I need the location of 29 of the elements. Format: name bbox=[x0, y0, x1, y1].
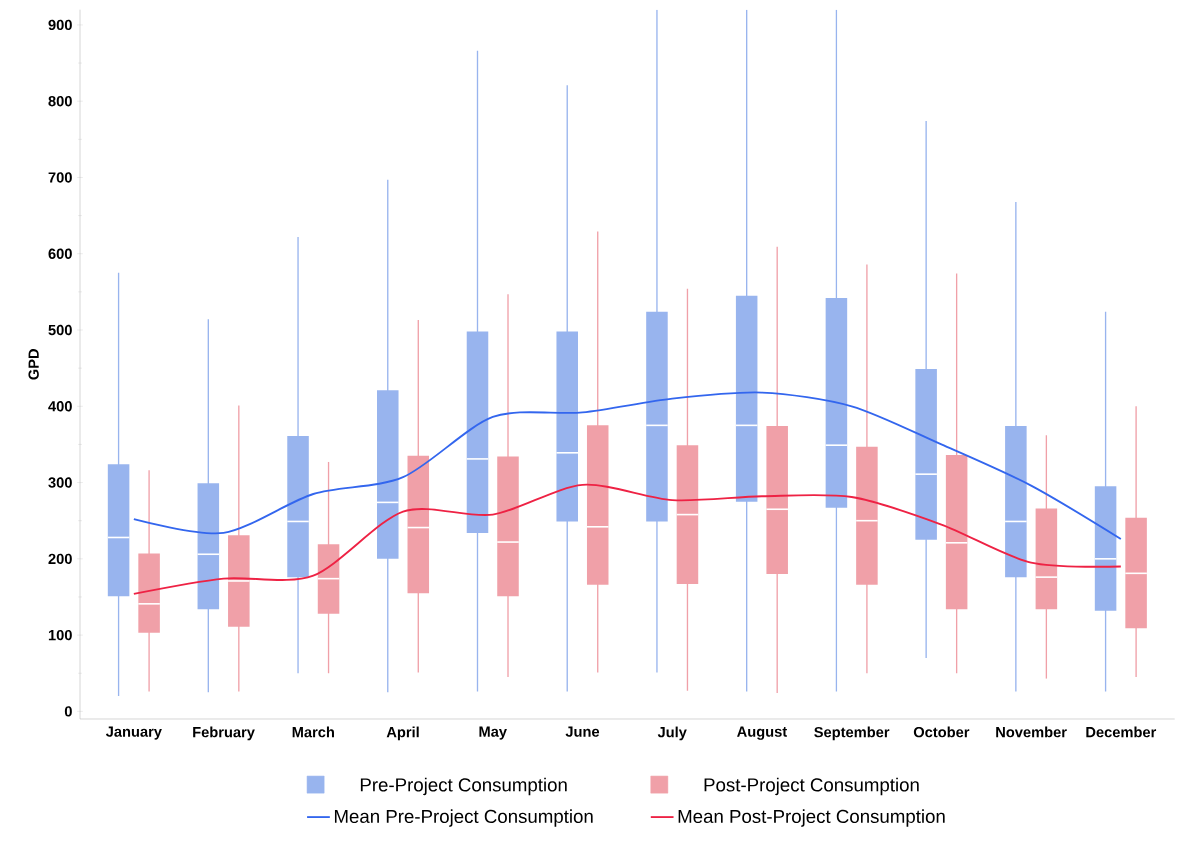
y-tick-label: 500 bbox=[48, 324, 72, 336]
x-tick-label: May bbox=[479, 726, 507, 740]
y-axis-title: GPD bbox=[28, 349, 39, 380]
y-tick-label: 0 bbox=[64, 706, 72, 717]
x-tick-label: August bbox=[737, 726, 788, 740]
y-tick-label: 600 bbox=[48, 248, 72, 259]
y-tick-label: 700 bbox=[48, 172, 72, 183]
y-tick-label: 900 bbox=[48, 19, 72, 31]
x-tick-label: February bbox=[193, 726, 255, 741]
line-series bbox=[132, 391, 1122, 540]
y-tick-label: 400 bbox=[48, 401, 72, 412]
x-tick-label: April bbox=[386, 726, 419, 741]
line-series bbox=[132, 483, 1122, 595]
legend-label: Mean Post-Project Consumption bbox=[678, 809, 945, 827]
legend-label: Post-Project Consumption bbox=[704, 777, 919, 796]
x-tick-label: November bbox=[996, 726, 1067, 738]
x-tick-label: June bbox=[565, 726, 600, 737]
x-tick-label: January bbox=[105, 726, 162, 740]
y-tick-label: 200 bbox=[48, 553, 72, 565]
x-tick-label: July bbox=[657, 726, 687, 741]
legend-label: Pre-Project Consumption bbox=[360, 777, 567, 796]
y-tick-label: 800 bbox=[48, 96, 72, 107]
legend-label: Mean Pre-Project Consumption bbox=[334, 809, 593, 827]
x-tick-label: December bbox=[1086, 726, 1157, 738]
x-tick-label: September bbox=[814, 726, 890, 741]
y-tick-label: 300 bbox=[48, 477, 72, 488]
x-tick-label: March bbox=[292, 726, 334, 738]
x-tick-label: October bbox=[913, 726, 970, 738]
y-tick-label: 100 bbox=[48, 629, 72, 641]
